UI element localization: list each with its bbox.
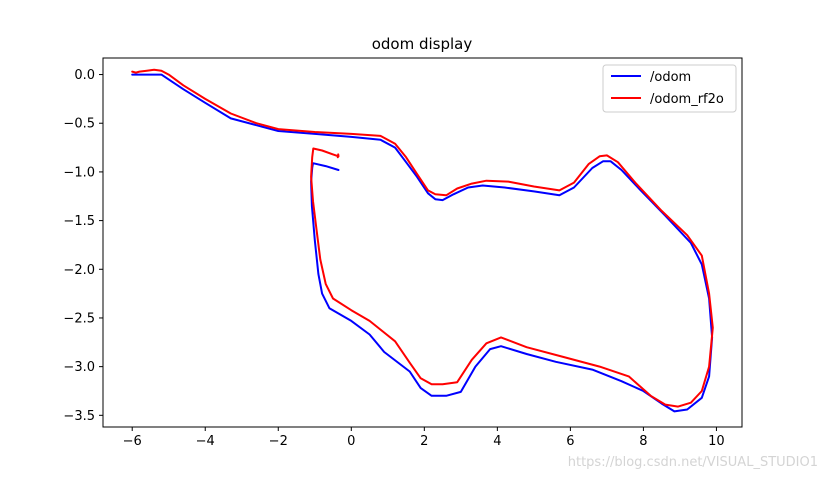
x-tick-label: 2 <box>420 434 428 449</box>
x-tick-label: 8 <box>639 434 647 449</box>
y-tick-label: −0.5 <box>63 117 95 132</box>
series-line-odom <box>131 73 714 413</box>
series-line-odom-rf2o <box>131 68 714 408</box>
y-tick-label: 0.0 <box>74 68 95 83</box>
chart-title: odom display <box>372 35 473 53</box>
y-axis: 0.0 −0.5 −1.0 −1.5 −2.0 −2.5 −3.0 −3.5 <box>63 68 103 424</box>
x-tick-label: 10 <box>708 434 725 449</box>
plot-area-frame <box>102 57 743 428</box>
x-tick-label: −2 <box>269 434 288 449</box>
x-tick-label: 6 <box>566 434 574 449</box>
y-tick-label: −3.0 <box>63 360 95 375</box>
x-tick-label: −4 <box>196 434 215 449</box>
x-tick-label: −6 <box>123 434 142 449</box>
x-axis: −6 −4 −2 0 2 4 6 8 10 <box>123 427 725 449</box>
y-tick-label: −2.5 <box>63 311 95 326</box>
legend-label-odom-rf2o: /odom_rf2o <box>650 92 724 107</box>
legend: /odom /odom_rf2o <box>602 64 737 113</box>
legend-label-odom: /odom <box>650 70 691 85</box>
watermark-text: https://blog.csdn.net/VISUAL_STUDIO1 <box>567 455 818 470</box>
y-tick-label: −3.5 <box>63 409 95 424</box>
x-tick-label: 0 <box>347 434 355 449</box>
y-tick-label: −2.0 <box>63 263 95 278</box>
y-tick-label: −1.0 <box>63 165 95 180</box>
x-tick-label: 4 <box>493 434 501 449</box>
y-tick-label: −1.5 <box>63 214 95 229</box>
series-lines <box>131 68 714 413</box>
